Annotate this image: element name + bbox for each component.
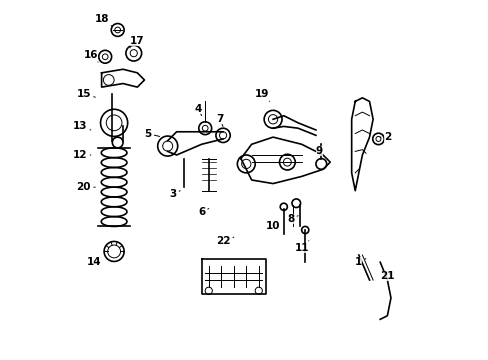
- Text: 8: 8: [287, 214, 298, 224]
- Text: 4: 4: [194, 104, 202, 116]
- Text: 2: 2: [380, 132, 390, 142]
- Text: 20: 20: [76, 182, 95, 192]
- Text: 17: 17: [130, 36, 144, 48]
- Text: 3: 3: [169, 189, 180, 199]
- Text: 22: 22: [215, 236, 233, 246]
- Text: 1: 1: [354, 257, 365, 267]
- Text: 15: 15: [76, 89, 95, 99]
- Text: 13: 13: [73, 121, 91, 131]
- Text: 21: 21: [379, 271, 394, 282]
- Text: 11: 11: [294, 241, 308, 253]
- Text: 9: 9: [315, 147, 323, 157]
- Text: 18: 18: [94, 14, 112, 26]
- Text: 6: 6: [198, 207, 208, 217]
- Text: 10: 10: [265, 221, 280, 231]
- Text: 14: 14: [87, 257, 102, 267]
- Text: 16: 16: [83, 50, 98, 62]
- Text: 7: 7: [215, 114, 223, 126]
- Text: 12: 12: [73, 150, 91, 160]
- Text: 5: 5: [144, 129, 159, 139]
- Text: 19: 19: [255, 89, 269, 102]
